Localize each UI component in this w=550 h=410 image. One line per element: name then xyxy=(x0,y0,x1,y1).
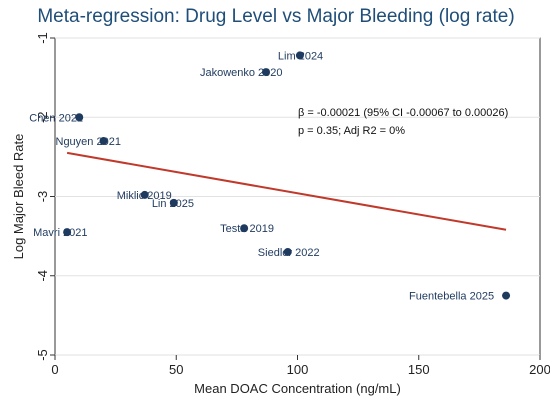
point-label: Mavri 2021 xyxy=(33,227,87,239)
y-axis-label: Log Major Bleed Rate xyxy=(11,134,26,260)
x-tick-label: 200 xyxy=(529,362,550,377)
p-value-annotation: p = 0.35; Adj R2 = 0% xyxy=(298,125,405,137)
data-point xyxy=(75,113,84,122)
beta-annotation: β = -0.00021 (95% CI -0.00067 to 0.00026… xyxy=(298,107,508,119)
y-tick-label: -5 xyxy=(35,349,50,361)
data-point xyxy=(63,228,72,237)
point-label: Nguyen 2021 xyxy=(56,136,121,148)
y-tick-label: -3 xyxy=(35,191,50,203)
regression-fit-line xyxy=(66,151,507,231)
x-tick-label: 50 xyxy=(169,362,183,377)
x-axis-label: Mean DOAC Concentration (ng/mL) xyxy=(194,381,401,396)
x-tick-label: 0 xyxy=(51,362,58,377)
y-tick-label: -2 xyxy=(35,111,50,123)
x-tick-label: 150 xyxy=(408,362,430,377)
data-point xyxy=(240,224,249,233)
data-point xyxy=(261,68,270,77)
data-point xyxy=(283,247,292,256)
data-point xyxy=(169,198,178,207)
y-tick-label: -4 xyxy=(35,270,50,282)
data-point xyxy=(99,137,108,146)
y-tick-label: -1 xyxy=(35,32,50,44)
data-point xyxy=(140,190,149,199)
data-point xyxy=(295,51,304,60)
axes: -1 -2 -3 -4 -50 50 100 150 200 xyxy=(35,32,550,377)
point-label: Chen 2022 xyxy=(29,112,83,124)
chart-title: Meta-regression: Drug Level vs Major Ble… xyxy=(37,6,515,27)
point-label: Jakowenko 2020 xyxy=(200,67,283,79)
x-tick-label: 100 xyxy=(287,362,309,377)
data-point xyxy=(502,291,511,300)
fit-line-group xyxy=(66,151,507,231)
point-label: Fuentebella 2025 xyxy=(409,291,494,303)
